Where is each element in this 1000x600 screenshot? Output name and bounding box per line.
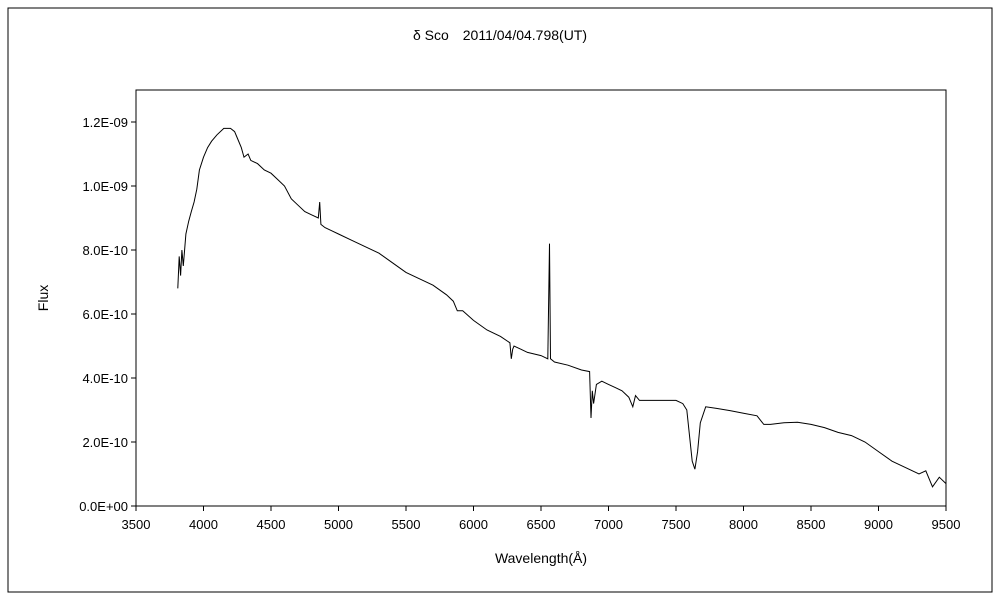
y-tick-label: 6.0E-10 [82, 307, 128, 322]
x-tick-label: 7000 [594, 517, 623, 532]
x-tick-label: 9500 [932, 517, 961, 532]
x-tick-label: 4000 [189, 517, 218, 532]
x-axis-title: Wavelength(Å) [495, 550, 587, 566]
y-tick-label: 8.0E-10 [82, 243, 128, 258]
x-tick-label: 6000 [459, 517, 488, 532]
x-tick-label: 7500 [662, 517, 691, 532]
x-tick-label: 3500 [122, 517, 151, 532]
y-tick-label: 0.0E+00 [79, 499, 128, 514]
y-axis: 0.0E+00 2.0E-10 4.0E-10 6.0E-10 8.0E-10 1.0E-… [79, 115, 136, 514]
x-axis: 3500 4000 4500 5000 5500 6000 6500 7000 7500 8000… [122, 506, 961, 532]
plot-area [135, 89, 947, 507]
x-tick-label: 6500 [527, 517, 556, 532]
x-tick-label: 8000 [729, 517, 758, 532]
y-tick-label: 1.2E-09 [82, 115, 128, 130]
x-tick-label: 5500 [392, 517, 421, 532]
y-axis-title: Flux [35, 285, 51, 311]
x-tick-label: 5000 [324, 517, 353, 532]
x-tick-label: 8500 [797, 517, 826, 532]
y-tick-label: 4.0E-10 [82, 371, 128, 386]
y-tick-label: 1.0E-09 [82, 179, 128, 194]
y-tick-label: 2.0E-10 [82, 435, 128, 450]
chart-title: δ Sco 2011/04/04.798(UT) [413, 27, 587, 43]
x-tick-label: 9000 [864, 517, 893, 532]
x-tick-label: 4500 [257, 517, 286, 532]
spectrum-series-line [177, 127, 947, 488]
